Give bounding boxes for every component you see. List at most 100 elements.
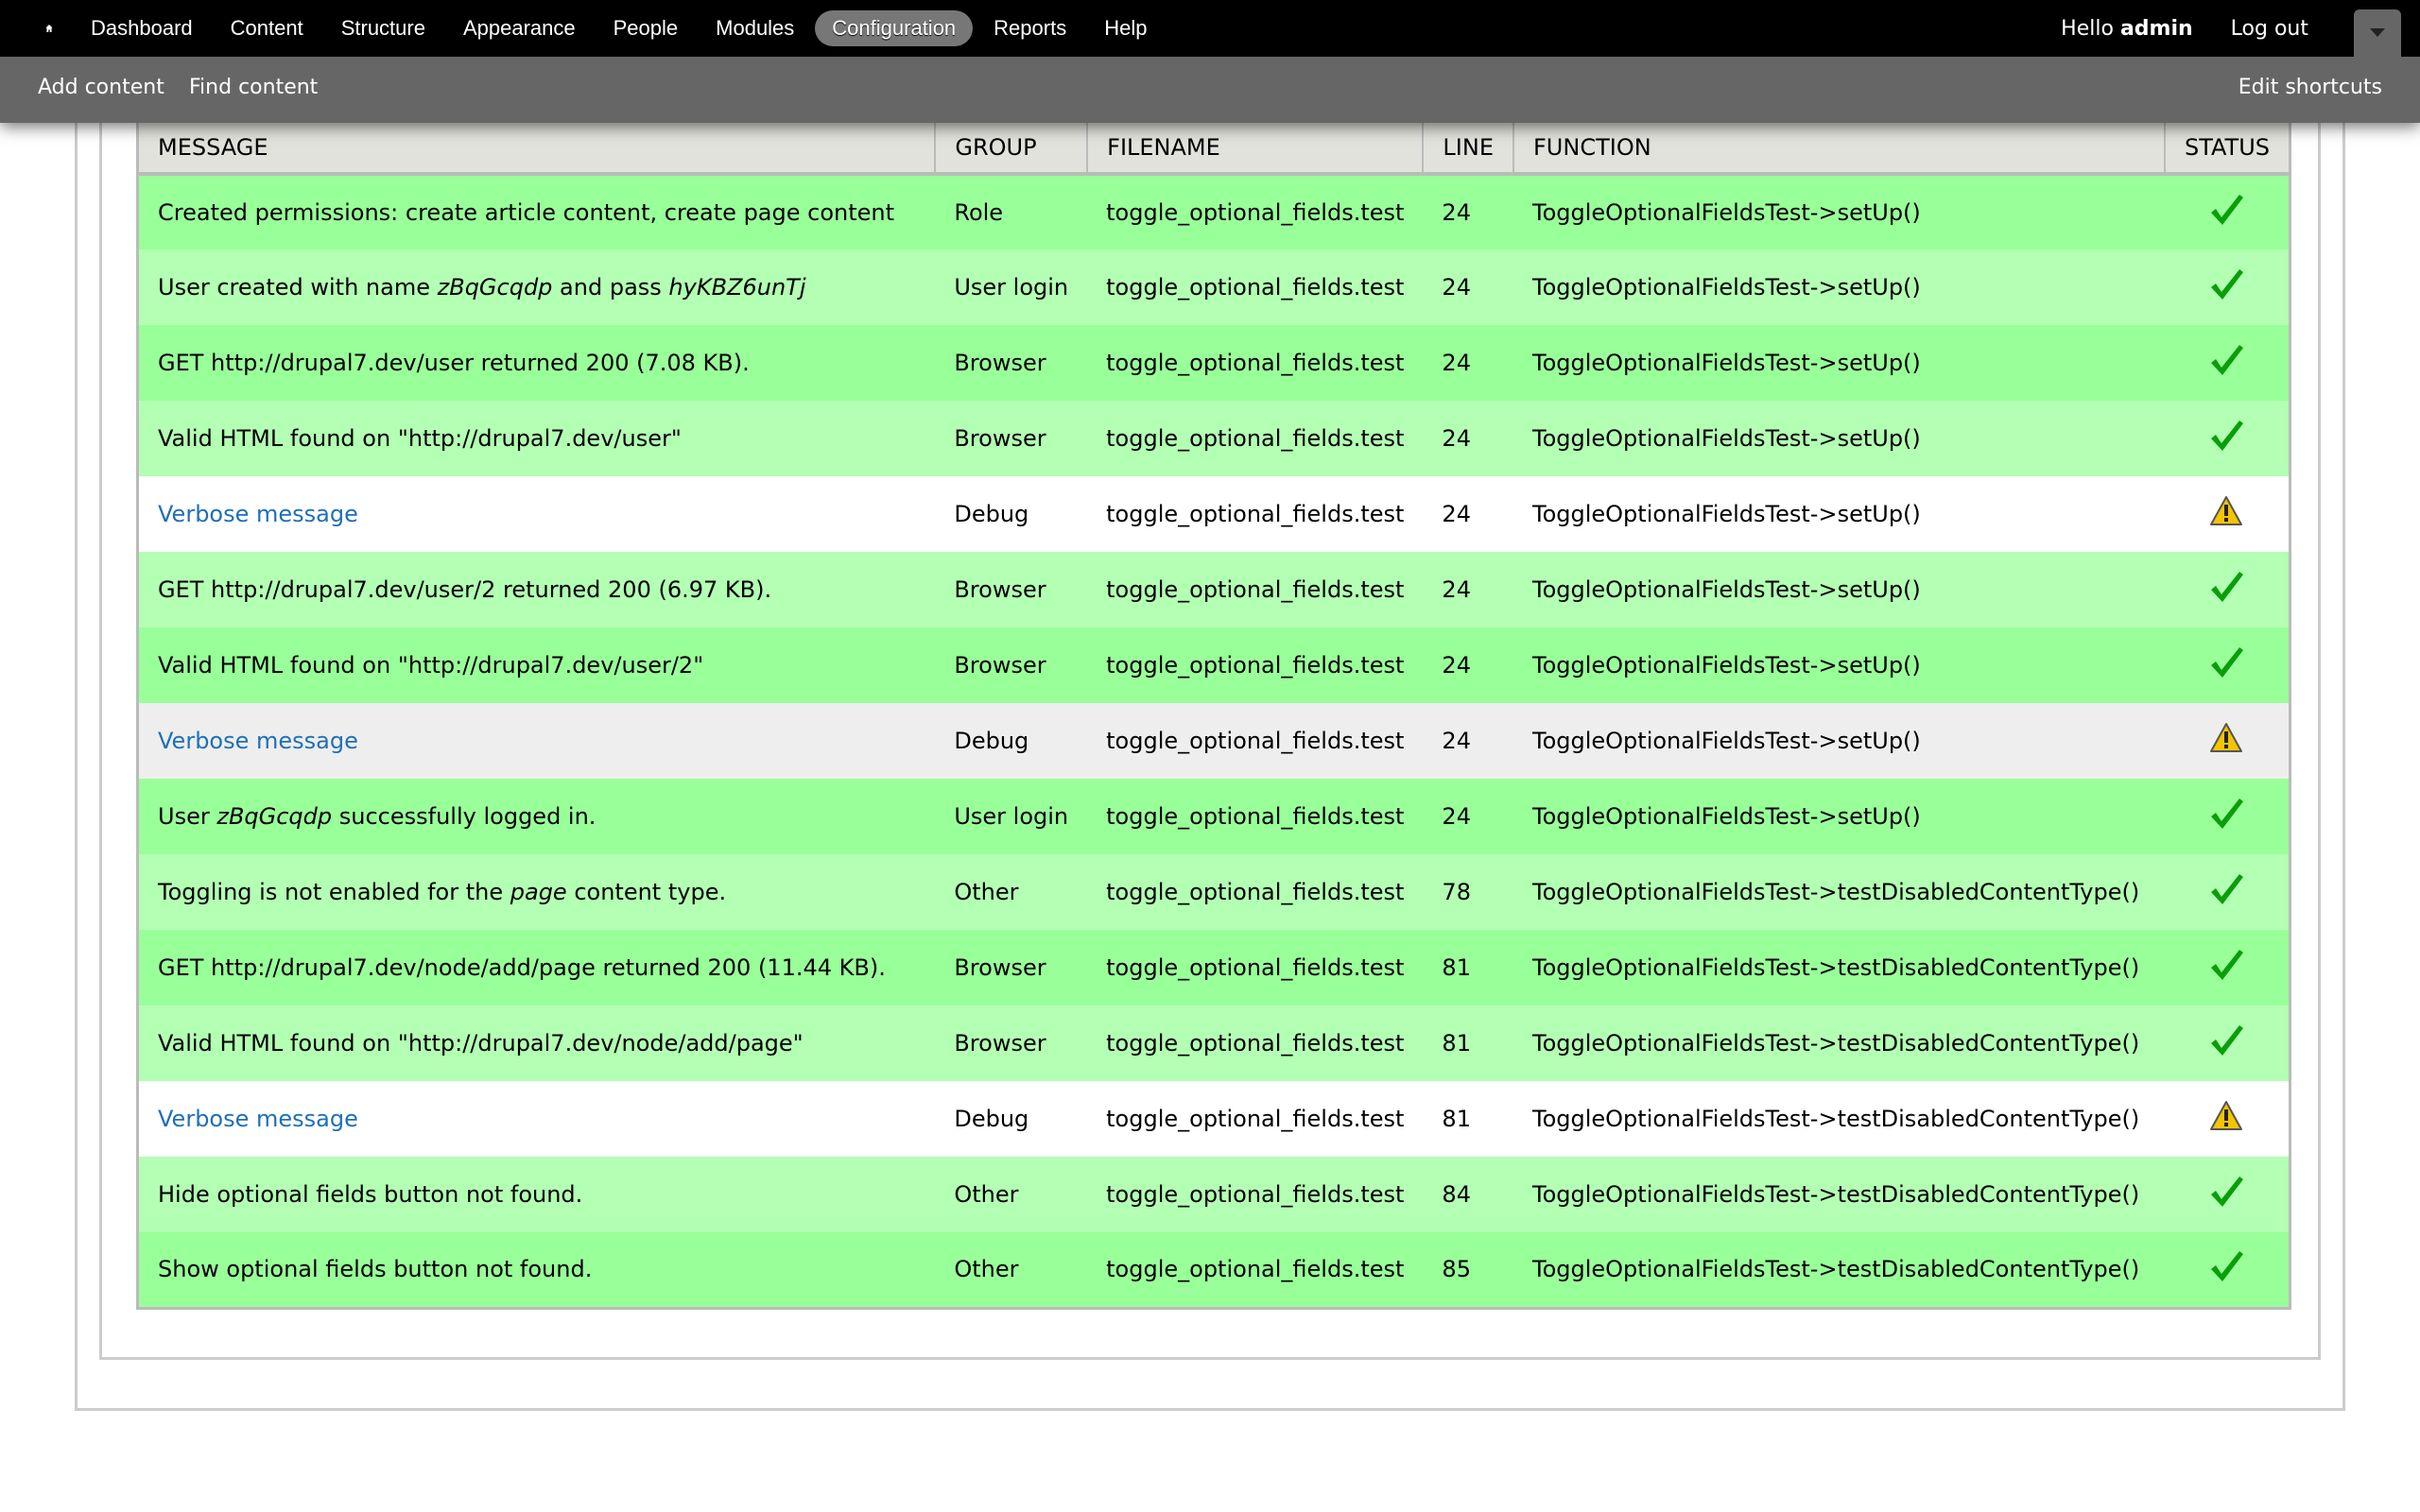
header-line: LINE: [1423, 123, 1514, 176]
content-region: [75, 94, 2345, 1411]
nav-appearance[interactable]: Appearance: [462, 16, 576, 40]
cell-message: Valid HTML found on "http://drupal7.dev/…: [137, 1005, 936, 1081]
check-icon: [2211, 345, 2244, 375]
message-text: GET http://drupal7.dev/user returned 200…: [158, 350, 750, 376]
cell-group: Browser: [935, 325, 1088, 401]
logout-link[interactable]: Log out: [2230, 16, 2308, 41]
message-text: Toggling is not enabled for the: [158, 879, 510, 905]
cell-filename: toggle_optional_fields.test: [1087, 1081, 1424, 1157]
cell-function: ToggleOptionalFieldsTest->testDisabledCo…: [1513, 1157, 2165, 1232]
shortcut-find-content[interactable]: Find content: [189, 76, 319, 99]
cell-filename: toggle_optional_fields.test: [1087, 552, 1424, 627]
cell-group: Browser: [935, 627, 1088, 703]
greeting[interactable]: Hello admin: [2061, 16, 2193, 41]
cell-line: 84: [1423, 1157, 1513, 1232]
cell-function: ToggleOptionalFieldsTest->setUp(): [1513, 325, 2165, 401]
cell-line: 81: [1423, 930, 1513, 1005]
cell-status: [2164, 1232, 2290, 1308]
table-row: Verbose message Debug toggle_optional_fi…: [137, 703, 2290, 779]
toolbar-menu: Dashboard Content Structure Appearance Peopl…: [28, 0, 1167, 57]
edit-shortcuts-link[interactable]: Edit shortcuts: [2238, 76, 2382, 99]
cell-message: Valid HTML found on "http://drupal7.dev/…: [137, 401, 936, 476]
verbose-message-link[interactable]: Verbose message: [158, 728, 358, 754]
cell-group: Role: [935, 174, 1088, 249]
check-icon: [2211, 950, 2244, 980]
cell-message: Verbose message: [137, 703, 936, 779]
cell-group: Debug: [935, 703, 1088, 779]
cell-status: [2164, 1157, 2290, 1232]
cell-line: 24: [1423, 779, 1513, 854]
nav-help[interactable]: Help: [1104, 16, 1148, 40]
cell-function: ToggleOptionalFieldsTest->setUp(): [1513, 174, 2165, 249]
table-row: Valid HTML found on "http://drupal7.dev/…: [137, 627, 2290, 703]
message-text: User created with name: [158, 274, 438, 301]
verbose-message-link[interactable]: Verbose message: [158, 1106, 358, 1132]
cell-message: User zBqGcqdp successfully logged in.: [137, 779, 936, 854]
nav-content[interactable]: Content: [230, 16, 303, 40]
cell-line: 24: [1423, 325, 1513, 401]
table-row: User created with name zBqGcqdp and pass…: [137, 249, 2290, 325]
cell-status: [2164, 1005, 2290, 1081]
nav-modules[interactable]: Modules: [716, 16, 795, 40]
cell-function: ToggleOptionalFieldsTest->setUp(): [1513, 703, 2165, 779]
table-row: Toggling is not enabled for the page con…: [137, 854, 2290, 930]
nav-reports[interactable]: Reports: [994, 16, 1067, 40]
cell-status: [2164, 779, 2290, 854]
nav-dashboard[interactable]: Dashboard: [91, 16, 193, 40]
message-text: content type.: [566, 879, 727, 905]
cell-filename: toggle_optional_fields.test: [1087, 1232, 1424, 1308]
cell-group: Debug: [935, 476, 1088, 552]
message-emphasis: zBqGcqdp: [437, 274, 553, 301]
shortcuts-toggle[interactable]: [2354, 9, 2401, 57]
cell-status: [2164, 930, 2290, 1005]
table-row: Valid HTML found on "http://drupal7.dev/…: [137, 401, 2290, 476]
check-icon: [2211, 1025, 2244, 1056]
cell-line: 85: [1423, 1232, 1513, 1308]
caret-down-icon: [2370, 28, 2385, 37]
nav-configuration[interactable]: Configuration: [815, 10, 974, 46]
cell-group: User login: [935, 249, 1088, 325]
header-status: STATUS: [2164, 123, 2290, 176]
message-text: Valid HTML found on "http://drupal7.dev/…: [158, 1030, 804, 1057]
message-emphasis: page: [510, 879, 567, 905]
cell-function: ToggleOptionalFieldsTest->testDisabledCo…: [1513, 1005, 2165, 1081]
cell-function: ToggleOptionalFieldsTest->testDisabledCo…: [1513, 1081, 2165, 1157]
cell-function: ToggleOptionalFieldsTest->setUp(): [1513, 401, 2165, 476]
table-row: GET http://drupal7.dev/node/add/page ret…: [137, 930, 2290, 1005]
cell-status: [2164, 249, 2290, 325]
shortcut-add-content[interactable]: Add content: [38, 76, 164, 99]
cell-function: ToggleOptionalFieldsTest->setUp(): [1513, 476, 2165, 552]
table-row: Hide optional fields button not found. O…: [137, 1157, 2290, 1232]
cell-status: [2164, 552, 2290, 627]
message-text: Hide optional fields button not found.: [158, 1181, 583, 1208]
cell-line: 81: [1423, 1005, 1513, 1081]
cell-group: Browser: [935, 1005, 1088, 1081]
cell-filename: toggle_optional_fields.test: [1087, 174, 1424, 249]
message-text: GET http://drupal7.dev/user/2 returned 2…: [158, 576, 772, 603]
message-emphasis: hyKBZ6unTj: [668, 274, 806, 301]
check-icon: [2211, 572, 2244, 602]
table-row: Show optional fields button not found. O…: [137, 1232, 2290, 1308]
cell-message: GET http://drupal7.dev/user returned 200…: [137, 325, 936, 401]
verbose-message-link[interactable]: Verbose message: [158, 501, 358, 527]
cell-filename: toggle_optional_fields.test: [1087, 249, 1424, 325]
cell-status: [2164, 703, 2290, 779]
nav-structure[interactable]: Structure: [340, 16, 425, 40]
warning-icon: [2210, 496, 2243, 525]
cell-group: Other: [935, 854, 1088, 930]
nav-people[interactable]: People: [613, 16, 679, 40]
cell-function: ToggleOptionalFieldsTest->testDisabledCo…: [1513, 854, 2165, 930]
username[interactable]: admin: [2119, 16, 2193, 41]
check-icon: [2211, 195, 2244, 225]
table-row: Valid HTML found on "http://drupal7.dev/…: [137, 1005, 2290, 1081]
header-filename: FILENAME: [1087, 123, 1425, 176]
cell-message: GET http://drupal7.dev/node/add/page ret…: [137, 930, 936, 1005]
home-button[interactable]: [28, 9, 70, 47]
header-function: FUNCTION: [1513, 123, 2166, 176]
message-text: User: [158, 803, 217, 830]
cell-filename: toggle_optional_fields.test: [1087, 627, 1424, 703]
table-row: GET http://drupal7.dev/user returned 200…: [137, 325, 2290, 401]
test-results-table: MESSAGE GROUP FILENAME LINE FUNCTION STA…: [136, 123, 2291, 1310]
user-menu: Hello admin Log out: [2061, 0, 2308, 57]
cell-group: Other: [935, 1157, 1088, 1232]
